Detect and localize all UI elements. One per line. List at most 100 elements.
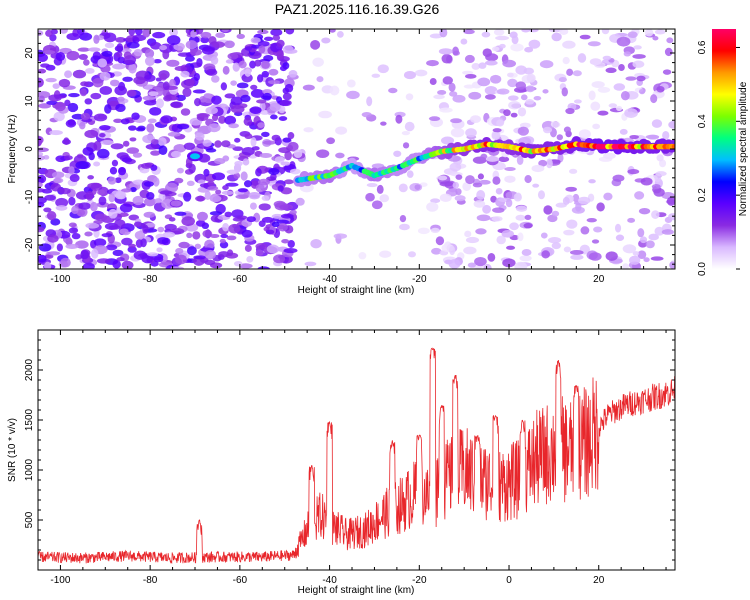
spectrogram-noise-blob	[662, 130, 670, 140]
spectrogram-noise-blob	[531, 164, 545, 173]
spectrogram-noise-blob	[126, 41, 140, 49]
spectrogram-noise-blob	[126, 147, 140, 154]
spectrogram-noise-blob	[452, 181, 460, 189]
spectrogram-noise-blob	[233, 260, 243, 267]
spectrogram-noise-blob	[153, 177, 160, 187]
spectrogram-noise-blob	[483, 264, 492, 269]
spectrogram-noise-blob	[65, 243, 79, 249]
spectrogram-noise-blob	[431, 247, 442, 255]
spectrogram-noise-blob	[270, 114, 278, 120]
spectrogram-noise-blob	[395, 114, 403, 124]
spectrogram-noise-blob	[428, 116, 441, 122]
spectrogram-noise-blob	[209, 233, 220, 238]
spectrogram-noise-blob	[82, 262, 95, 269]
spectrogram-noise-blob	[588, 90, 596, 101]
spectrogram-noise-blob	[629, 255, 641, 265]
spectrogram-noise-blob	[262, 140, 277, 145]
spectrogram-noise-blob	[267, 80, 281, 85]
spectrogram-noise-blob	[523, 67, 535, 75]
spectrogram-noise-blob	[563, 246, 572, 253]
spectrogram-noise-blob	[521, 29, 531, 33]
spectrogram-noise-blob	[38, 103, 52, 109]
spectrogram-noise-blob	[615, 234, 625, 241]
spectrogram-noise-blob	[242, 158, 250, 166]
spectrogram-noise-blob	[254, 59, 262, 67]
spectrogram-noise-blob	[551, 210, 560, 217]
spectrogram-noise-blob	[79, 121, 86, 130]
snr-xtick-label: -100	[50, 575, 70, 586]
spectrogram-noise-blob	[417, 227, 430, 235]
spectrogram-noise-blob	[463, 246, 477, 255]
spectrogram-noise-blob	[97, 189, 105, 196]
spectrogram-noise-blob	[258, 220, 266, 227]
spectrogram-noise-blob	[68, 196, 76, 206]
spectrogram-noise-blob	[468, 91, 482, 100]
spectrogram-noise-blob	[227, 52, 239, 60]
spectrogram-noise-blob	[134, 29, 143, 36]
spectrogram-noise-blob	[98, 196, 107, 206]
spectrogram-noise-blob	[45, 77, 57, 83]
spectrogram-noise-blob	[623, 51, 632, 57]
spectrogram-noise-blob	[525, 99, 535, 105]
spectrogram-noise-blob	[572, 193, 580, 203]
spectrogram-noise-blob	[64, 70, 73, 79]
spectrogram-noise-blob	[170, 150, 182, 158]
spectrogram-noise-blob	[205, 148, 217, 153]
spectrogram-noise-blob	[258, 203, 271, 211]
spectrogram-noise-blob	[222, 222, 230, 232]
spectrogram-noise-blob	[365, 192, 375, 202]
spectrogram-noise-blob	[476, 214, 491, 222]
spectrogram-noise-blob	[119, 203, 133, 213]
spectrogram-noise-blob	[170, 101, 182, 108]
spectrogram-noise-blob	[596, 202, 605, 212]
spectrogram-noise-blob	[38, 77, 44, 88]
spectrogram-noise-blob	[68, 92, 80, 98]
spectrogram-noise-blob	[207, 123, 221, 133]
spectrogram-noise-blob	[524, 175, 532, 184]
spectrogram-noise-blob	[109, 79, 120, 87]
spectrogram-noise-blob	[616, 36, 631, 47]
spectrogram-noise-blob	[156, 247, 163, 253]
snr-ytick-label: 2000	[24, 358, 35, 381]
spectrogram-noise-blob	[640, 177, 653, 186]
spectrogram-noise-blob	[545, 158, 553, 169]
spectrogram-noise-blob	[117, 96, 125, 102]
spectrogram-noise-blob	[182, 87, 192, 97]
spectrogram-noise-blob	[587, 41, 601, 47]
spectrogram-noise-blob	[652, 36, 659, 41]
spectrogram-noise-blob	[165, 182, 179, 193]
spectrogram-noise-blob	[92, 77, 104, 88]
spectrogram-noise-blob	[627, 31, 638, 39]
snr-xtick-label: -20	[412, 575, 427, 586]
spectrogram-noise-blob	[603, 192, 613, 201]
spectrogram-noise-blob	[133, 221, 143, 228]
spectrogram-noise-blob	[590, 101, 601, 111]
spectrogram-noise-blob	[220, 82, 228, 91]
spectrogram-noise-blob	[38, 151, 44, 157]
spectrogram-noise-blob	[163, 95, 172, 102]
spectrogram-noise-blob	[48, 94, 62, 102]
spectrogram-noise-blob	[67, 102, 79, 113]
spectrogram-noise-blob	[371, 73, 381, 78]
spectrogram-noise-blob	[186, 232, 193, 239]
spectrogram-noise-blob	[513, 192, 522, 202]
spectrogram-noise-blob	[274, 156, 285, 163]
spectrogram-noise-blob	[85, 191, 94, 201]
spectrogram-noise-blob	[326, 137, 336, 145]
spectrogram-noise-blob	[404, 121, 415, 132]
spectrogram-noise-blob	[507, 78, 518, 88]
spectrogram-noise-blob	[346, 79, 356, 88]
spectrogram-noise-blob	[244, 46, 253, 51]
spectrogram-noise-blob	[271, 221, 280, 228]
spectrogram-noise-blob	[209, 195, 222, 203]
spectrogram-noise-blob	[475, 228, 487, 235]
spectrogram-noise-blob	[128, 63, 137, 74]
spectrogram-noise-blob	[68, 227, 79, 234]
spectrogram-noise-blob	[393, 150, 402, 157]
spectrogram-noise-blob	[263, 55, 274, 62]
spectrogram-heatmap	[38, 29, 675, 269]
spectrogram-noise-blob	[619, 128, 628, 135]
spectrogram-noise-blob	[329, 85, 340, 96]
spectrogram-noise-blob	[335, 152, 345, 159]
